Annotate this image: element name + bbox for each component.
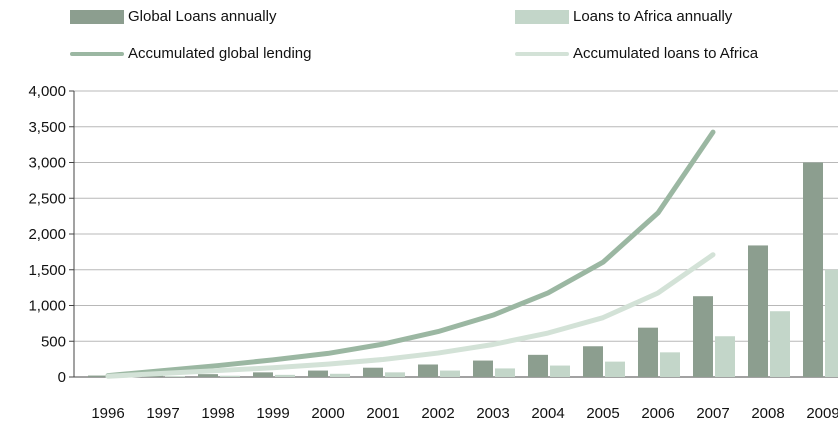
x-tick-label: 2004	[531, 405, 564, 422]
y-tick-label: 2,500	[28, 190, 66, 207]
legend-accumulated-loans-to-africa: Accumulated loans to Africa	[515, 45, 758, 62]
bar-africa	[275, 374, 295, 377]
bar-global	[748, 245, 768, 377]
legend-swatch-global-loans	[70, 9, 124, 24]
bar-global	[253, 372, 273, 377]
y-tick-label: 4,000	[28, 83, 66, 100]
legend-swatch-accum-africa	[515, 51, 569, 56]
x-tick-label: 2003	[476, 405, 509, 422]
bar-global	[198, 374, 218, 377]
bar-africa	[550, 365, 570, 377]
x-tick-label: 2005	[586, 405, 619, 422]
bar-global	[528, 354, 548, 377]
y-tick-label: 500	[41, 333, 66, 350]
bar-africa	[770, 311, 790, 377]
bar-africa	[440, 370, 460, 377]
line-accumulated-africa	[105, 252, 716, 379]
x-tick-label: 2007	[696, 405, 729, 422]
bar-global	[803, 162, 823, 377]
bar-africa	[385, 372, 405, 377]
legend-label: Accumulated loans to Africa	[573, 45, 759, 62]
bar-global	[693, 296, 713, 377]
y-tick-label: 1,000	[28, 298, 66, 315]
x-tick-label: 2009	[806, 405, 838, 422]
legend-label: Accumulated global lending	[128, 45, 312, 62]
bar-africa	[715, 336, 735, 377]
bar-africa	[660, 352, 680, 377]
legend-label: Loans to Africa annually	[573, 8, 733, 25]
legend-accumulated-global-lending: Accumulated global lending	[70, 45, 311, 62]
legend-global-loans-annually: Global Loans annually	[70, 8, 276, 25]
bar-global	[308, 370, 328, 377]
x-tick-label: 2008	[751, 405, 784, 422]
bar-africa	[220, 375, 240, 377]
bar-global	[418, 364, 438, 377]
bar-africa	[495, 368, 515, 377]
bar-africa	[825, 269, 838, 377]
bar-global	[473, 360, 493, 377]
x-tick-label: 1998	[201, 405, 234, 422]
x-tick-label: 2002	[421, 405, 454, 422]
y-tick-label: 3,000	[28, 155, 66, 172]
y-tick-label: 0	[58, 369, 66, 386]
y-tick-label: 2,000	[28, 226, 66, 243]
bar-africa	[605, 361, 625, 377]
y-tick-label: 3,500	[28, 119, 66, 136]
x-tick-label: 1999	[256, 405, 289, 422]
bar-global	[638, 327, 658, 377]
bar-global	[88, 375, 108, 377]
x-tick-label: 2006	[641, 405, 674, 422]
legend-swatch-accum-global	[70, 51, 124, 56]
legend-swatch-africa-loans	[515, 9, 569, 24]
line-accumulated-global	[105, 129, 716, 379]
y-tick-label: 1,500	[28, 262, 66, 279]
legend-label: Global Loans annually	[128, 8, 277, 25]
bar-global	[363, 367, 383, 377]
bar-africa	[165, 376, 185, 377]
bar-global	[583, 346, 603, 377]
x-tick-label: 1997	[146, 405, 179, 422]
legend-loans-to-africa-annually: Loans to Africa annually	[515, 8, 732, 25]
x-tick-label: 2000	[311, 405, 344, 422]
x-tick-label: 2001	[366, 405, 399, 422]
bar-africa	[330, 373, 350, 377]
x-tick-label: 1996	[91, 405, 124, 422]
